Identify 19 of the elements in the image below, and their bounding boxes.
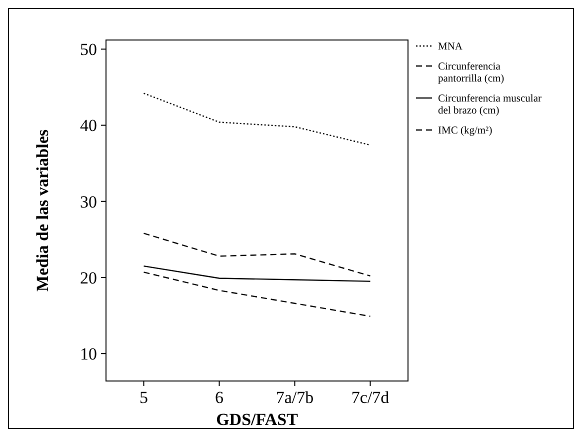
legend-label: MNA (438, 42, 463, 53)
line-series (143, 265, 371, 282)
line-series (143, 272, 371, 317)
legend-label: Circunferencia pantorrilla (cm) (438, 62, 505, 85)
x-tick-label: 7a/7b (276, 388, 314, 407)
line-series (143, 92, 371, 146)
line-series (143, 232, 371, 277)
y-tick-label: 10 (80, 344, 97, 364)
x-tick-label: 5 (140, 388, 148, 407)
x-axis-title: GDS/FAST (216, 410, 299, 429)
x-tick-label: 6 (215, 388, 224, 407)
y-tick-label: 40 (80, 116, 97, 136)
y-tick-label: 50 (80, 40, 97, 60)
x-tick-label: 7c/7d (351, 388, 390, 407)
legend-label: IMC (kg/m²) (438, 126, 493, 137)
y-tick-label: 20 (80, 268, 97, 288)
y-axis-title: Media de las variables (33, 129, 52, 292)
legend-label: Circunferencia muscular del brazo (cm) (438, 94, 542, 117)
y-tick-label: 30 (80, 192, 97, 212)
